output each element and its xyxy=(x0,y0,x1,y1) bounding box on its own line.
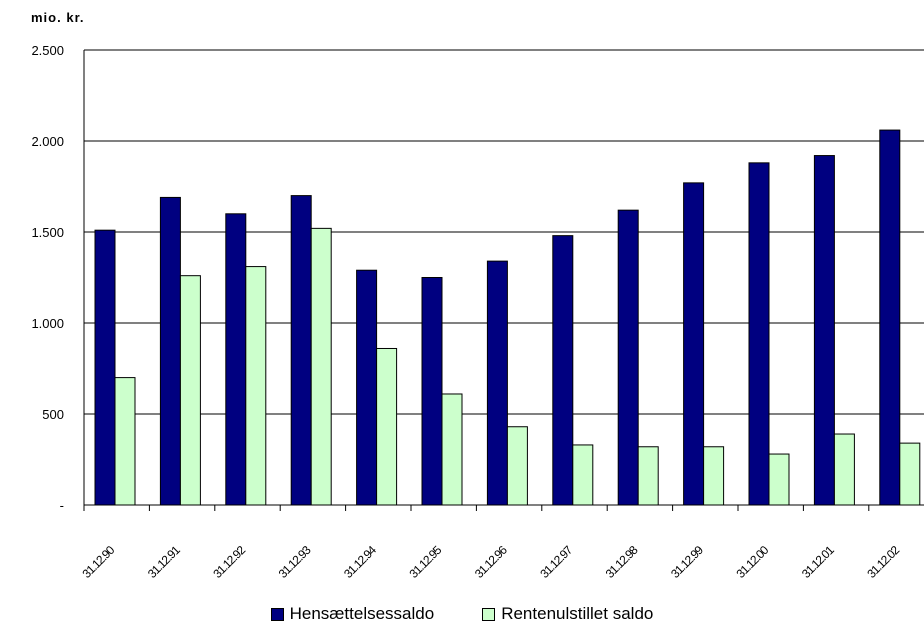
y-tick-label: 500 xyxy=(42,407,64,422)
bar-series-1 xyxy=(617,209,639,506)
bar-series-2 xyxy=(114,377,136,506)
y-tick-label: 2.500 xyxy=(31,43,64,58)
legend-swatch-series-1 xyxy=(270,607,284,621)
x-tick-label: 31.12.02 xyxy=(864,543,902,581)
chart-legend: Hensættelsessaldo Rentenulstillet saldo xyxy=(0,604,924,624)
y-tick-label: 2.000 xyxy=(31,134,64,149)
x-tick-label: 31.12.01 xyxy=(799,543,837,581)
bar-series-1 xyxy=(486,260,508,506)
x-tick-label: 31.12.90 xyxy=(80,543,118,581)
x-tick-label: 31.12.96 xyxy=(472,543,510,581)
y-tick-label: 1.000 xyxy=(31,316,64,331)
legend-item-series-2: Rentenulstillet saldo xyxy=(482,604,653,624)
bar-series-1 xyxy=(94,229,116,506)
x-tick-label: 31.12.92 xyxy=(210,543,248,581)
x-tick-label: 31.12.95 xyxy=(407,543,445,581)
bar-series-2 xyxy=(506,426,528,506)
bar-series-2 xyxy=(637,446,659,506)
bar-series-2 xyxy=(899,442,921,506)
x-tick-label: 31.12.98 xyxy=(603,543,641,581)
bar-series-1 xyxy=(683,182,705,506)
bar-series-2 xyxy=(768,453,790,506)
legend-item-series-1: Hensættelsessaldo xyxy=(270,604,435,624)
bar-series-1 xyxy=(879,129,901,506)
legend-label-series-2: Rentenulstillet saldo xyxy=(501,604,654,623)
bar-series-2 xyxy=(310,227,332,506)
bar-series-2 xyxy=(572,444,594,506)
bar-series-1 xyxy=(552,235,574,506)
bar-series-1 xyxy=(290,195,312,506)
x-tick-label: 31.12.99 xyxy=(668,543,706,581)
bar-series-1 xyxy=(813,155,835,506)
x-tick-label: 31.12.00 xyxy=(734,543,772,581)
bar-series-2 xyxy=(376,347,398,506)
y-axis-unit-label: mio. kr. xyxy=(31,10,85,25)
x-tick-label: 31.12.91 xyxy=(145,543,183,581)
legend-label-series-1: Hensættelsessaldo xyxy=(289,604,435,623)
y-tick-label: 1.500 xyxy=(31,225,64,240)
bar-series-2 xyxy=(833,433,855,506)
bar-series-2 xyxy=(703,446,725,506)
bar-series-1 xyxy=(748,162,770,506)
bar-series-1 xyxy=(225,213,247,506)
y-tick-label: - xyxy=(60,498,64,513)
legend-swatch-series-2 xyxy=(482,607,496,621)
x-tick-label: 31.12.93 xyxy=(276,543,314,581)
x-tick-label: 31.12.97 xyxy=(537,543,575,581)
bar-series-1 xyxy=(356,269,378,506)
bar-series-2 xyxy=(179,275,201,506)
x-tick-label: 31.12.94 xyxy=(341,543,379,581)
bar-series-2 xyxy=(245,266,267,506)
bar-chart: - 500 1.000 1.500 2.000 2.500 31.12.90 31.12.91… xyxy=(31,43,924,581)
bar-series-1 xyxy=(159,196,181,506)
bar-series-1 xyxy=(421,277,443,506)
bar-series-2 xyxy=(441,393,463,506)
